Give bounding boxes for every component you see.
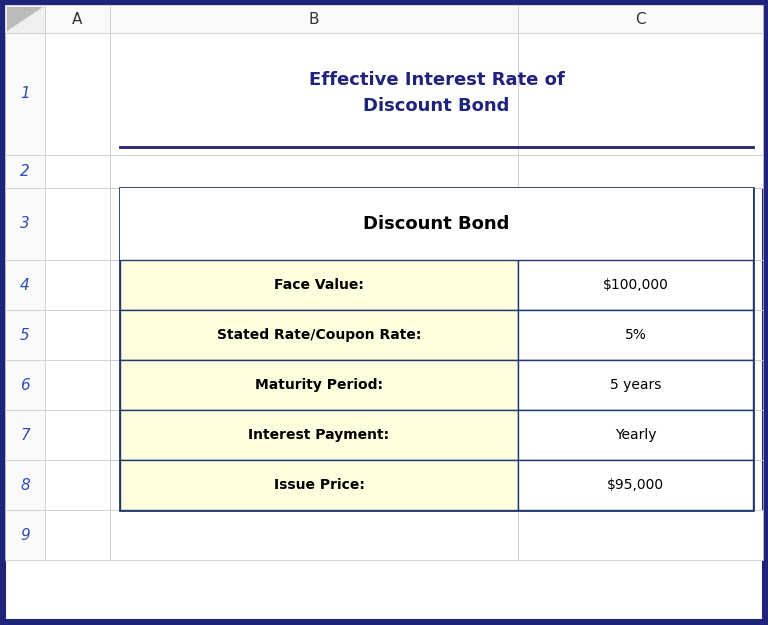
Text: B: B — [309, 11, 319, 26]
Text: 5 years: 5 years — [610, 378, 661, 392]
Bar — [45, 188, 110, 260]
Text: Discount Bond: Discount Bond — [363, 215, 510, 233]
Bar — [120, 260, 518, 310]
Bar — [518, 260, 753, 310]
Bar — [518, 510, 763, 560]
Bar — [45, 155, 110, 188]
Text: A: A — [72, 11, 83, 26]
Text: 3: 3 — [20, 216, 30, 231]
Bar — [5, 5, 763, 33]
Bar — [5, 5, 45, 33]
Bar — [45, 5, 110, 33]
Bar — [45, 360, 110, 410]
Bar — [110, 188, 518, 260]
Bar — [518, 188, 763, 260]
Bar — [5, 360, 45, 410]
Bar — [518, 310, 763, 360]
Bar — [110, 5, 518, 33]
Bar — [5, 155, 45, 188]
Text: 2: 2 — [20, 164, 30, 179]
Bar — [120, 360, 518, 410]
Text: 5: 5 — [20, 328, 30, 342]
Text: 8: 8 — [20, 478, 30, 492]
Text: 7: 7 — [20, 428, 30, 442]
Bar — [110, 310, 518, 360]
Bar — [45, 260, 110, 310]
Bar — [5, 33, 45, 155]
Bar — [518, 410, 753, 460]
Text: 5%: 5% — [624, 328, 647, 342]
Bar — [110, 155, 518, 188]
Bar — [518, 410, 763, 460]
Text: $95,000: $95,000 — [607, 478, 664, 492]
Bar — [5, 188, 45, 260]
Text: 9: 9 — [20, 528, 30, 542]
Text: 6: 6 — [20, 378, 30, 392]
Bar — [110, 410, 518, 460]
Bar — [5, 310, 45, 360]
Text: Discount Bond: Discount Bond — [363, 97, 510, 115]
Text: Yearly: Yearly — [614, 428, 656, 442]
Bar — [110, 510, 518, 560]
Bar — [5, 460, 45, 510]
Bar — [518, 5, 763, 33]
Bar — [5, 260, 45, 310]
Text: 1: 1 — [20, 86, 30, 101]
Bar — [45, 510, 110, 560]
Bar — [5, 410, 45, 460]
Bar — [518, 155, 763, 188]
Bar — [120, 188, 753, 260]
Bar — [110, 260, 518, 310]
Bar — [45, 460, 110, 510]
Bar — [120, 188, 753, 510]
Bar — [110, 360, 518, 410]
Bar — [518, 260, 763, 310]
Bar — [120, 460, 518, 510]
Text: $100,000: $100,000 — [603, 278, 668, 292]
Text: 4: 4 — [20, 278, 30, 292]
Bar — [45, 33, 110, 155]
Bar — [45, 410, 110, 460]
Text: Maturity Period:: Maturity Period: — [255, 378, 383, 392]
Bar — [120, 410, 518, 460]
Bar — [518, 460, 763, 510]
Text: Issue Price:: Issue Price: — [273, 478, 365, 492]
Bar — [518, 310, 753, 360]
Text: Stated Rate/Coupon Rate:: Stated Rate/Coupon Rate: — [217, 328, 421, 342]
Polygon shape — [7, 7, 43, 31]
Bar — [518, 360, 753, 410]
Bar — [120, 310, 518, 360]
Bar — [518, 360, 763, 410]
Text: Interest Payment:: Interest Payment: — [248, 428, 389, 442]
Bar — [110, 33, 518, 155]
Bar — [5, 510, 45, 560]
Text: Effective Interest Rate of: Effective Interest Rate of — [309, 71, 564, 89]
Bar — [45, 310, 110, 360]
Text: Face Value:: Face Value: — [274, 278, 364, 292]
Text: C: C — [635, 11, 646, 26]
Bar — [110, 460, 518, 510]
Bar — [518, 33, 763, 155]
Bar — [518, 460, 753, 510]
